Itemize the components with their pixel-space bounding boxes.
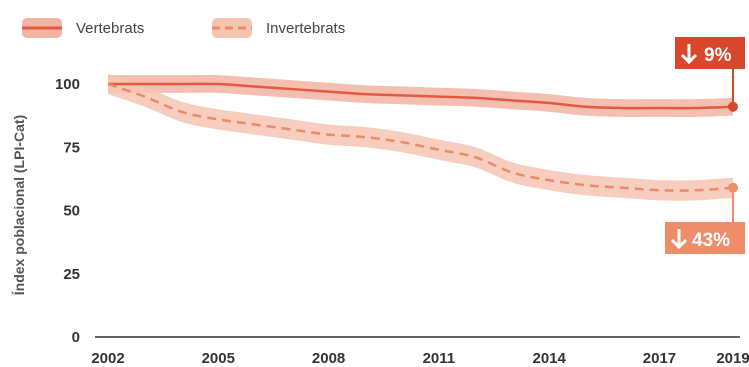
legend-label-invertebrats: Invertebrats [266, 20, 345, 37]
series-lines [107, 82, 734, 192]
down-arrow-icon [680, 44, 698, 65]
legend: Vertebrats Invertebrats [22, 18, 345, 38]
badge-invertebrats-value: 43% [692, 230, 730, 251]
x-tick-label: 2008 [312, 350, 345, 367]
badge-vertebrats-box [675, 37, 745, 69]
x-tick-label: 2005 [202, 350, 235, 367]
x-tick-label: 2002 [91, 350, 124, 367]
confidence-band-invertebrats [108, 73, 733, 201]
series-endpoint-invertebrats [728, 182, 738, 193]
x-tick-label: 2014 [532, 350, 566, 367]
x-axis-ticks: 2002 2005 2008 2011 2014 2017 2019 [91, 350, 749, 367]
down-arrow-icon [670, 229, 688, 250]
y-tick-label: 100 [55, 76, 80, 93]
y-axis-label: Índex poblacional (LPI-Cat) [11, 115, 27, 295]
badge-vertebrats-value: 9% [704, 45, 732, 66]
y-tick-label: 50 [63, 203, 80, 220]
y-axis-ticks: 0 25 50 75 100 [55, 76, 80, 346]
series-endpoint-vertebrats [728, 101, 738, 112]
badge-invertebrats: 43% [665, 182, 745, 254]
x-tick-label: 2017 [643, 350, 676, 367]
series-line-invertebrats [107, 82, 734, 192]
badge-vertebrats: 9% [675, 37, 745, 112]
series-line-vertebrats [108, 82, 734, 110]
x-tick-label: 2011 [423, 350, 456, 367]
y-tick-label: 75 [63, 139, 80, 156]
legend-item-vertebrats: Vertebrats [22, 18, 144, 38]
confidence-bands [108, 73, 733, 201]
y-tick-label: 0 [72, 329, 80, 346]
x-tick-label: 2019 [716, 350, 749, 367]
y-tick-label: 25 [63, 266, 80, 283]
legend-label-vertebrats: Vertebrats [76, 20, 144, 37]
legend-item-invertebrats: Invertebrats [212, 18, 345, 38]
